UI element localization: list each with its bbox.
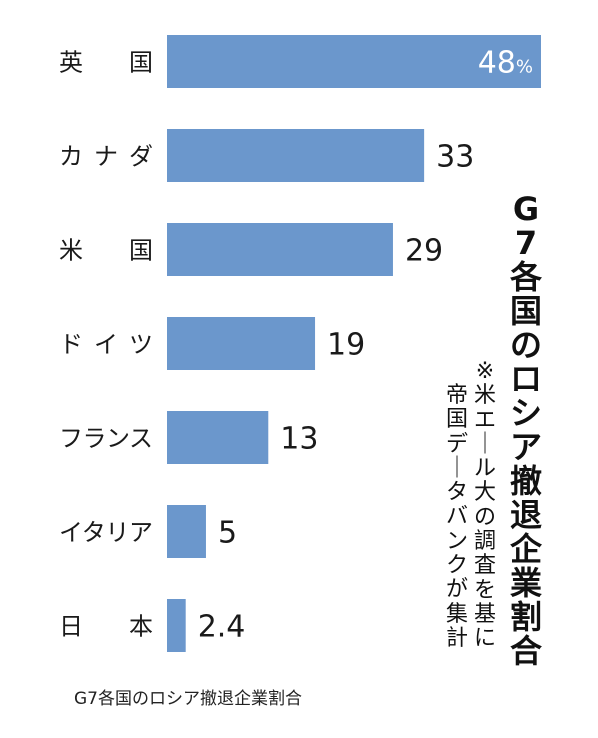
bar-4 — [167, 411, 269, 464]
bar-5 — [167, 505, 206, 558]
category-label-0: 英 国 — [59, 49, 153, 77]
category-label-3: ドイツ — [59, 331, 153, 359]
bar-3 — [167, 317, 316, 370]
bar-6 — [167, 599, 186, 652]
bar-0 — [167, 35, 541, 88]
bar-1 — [167, 129, 425, 182]
value-label-6: 2.4 — [198, 610, 246, 645]
value-label-3: 19 — [327, 328, 365, 363]
value-label-1: 33 — [436, 140, 474, 175]
figure-caption: G7各国のロシア撤退企業割合 — [74, 689, 302, 709]
bar-2 — [167, 223, 393, 276]
category-label-2: 米 国 — [59, 237, 153, 265]
category-label-6: 日 本 — [59, 613, 153, 641]
vertical-source-note-line-1: ※ 米エ｜ル大の調査を基に — [473, 359, 496, 652]
chart-panel: 英 国 48% カナダ 33 米 国 29 ドイツ 19 フランス 13 イタリア 5 日 本 2.4 — [45, 20, 553, 668]
value-label-2: 29 — [405, 234, 443, 269]
value-label-4: 13 — [280, 422, 318, 457]
category-label-5: イタリア — [59, 519, 153, 547]
category-label-1: カナダ — [59, 143, 153, 171]
category-label-4: フランス — [59, 425, 153, 453]
vertical-source-note-line-2: 帝国デ｜タバンクが集計 — [445, 383, 468, 651]
value-label-5: 5 — [218, 516, 237, 551]
